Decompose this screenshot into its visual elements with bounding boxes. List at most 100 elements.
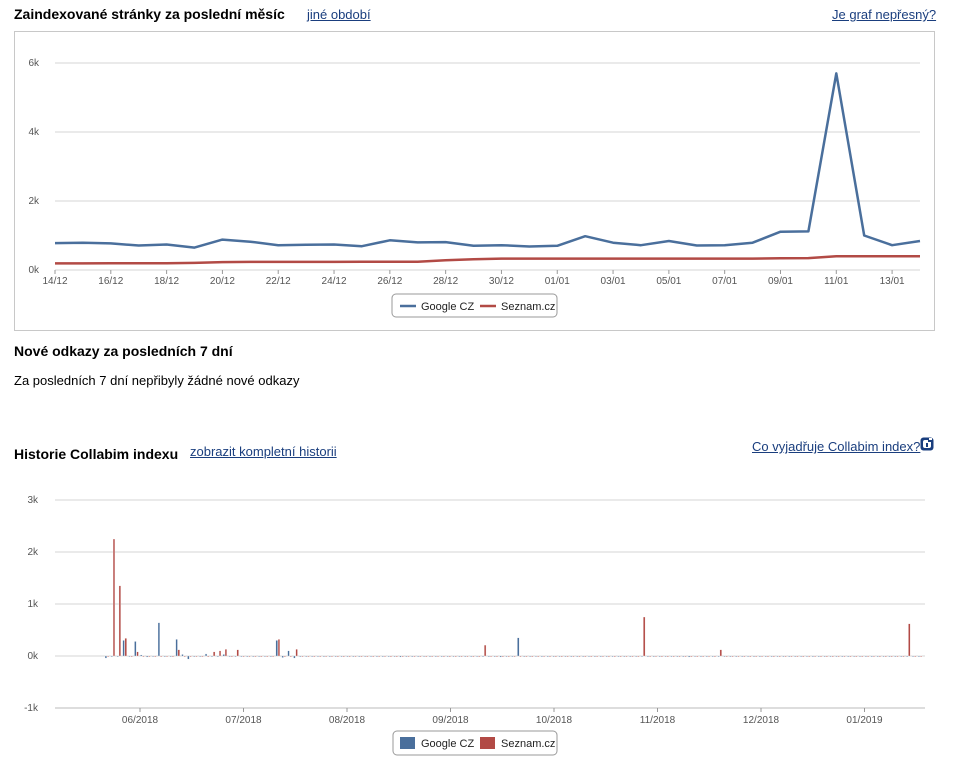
bar bbox=[752, 655, 755, 657]
bar bbox=[678, 655, 681, 657]
bar bbox=[593, 655, 596, 657]
bar bbox=[741, 655, 744, 657]
bar bbox=[823, 655, 826, 657]
bar bbox=[690, 655, 693, 657]
bar bbox=[154, 655, 157, 657]
bar bbox=[629, 655, 632, 657]
bar bbox=[858, 655, 862, 657]
bar bbox=[358, 655, 361, 657]
bar bbox=[213, 651, 216, 657]
x-tick-label: 16/12 bbox=[98, 276, 123, 287]
bar bbox=[240, 655, 243, 657]
bar bbox=[242, 655, 245, 657]
bar bbox=[295, 649, 298, 657]
bar bbox=[446, 655, 449, 657]
bar bbox=[348, 655, 351, 657]
bar bbox=[248, 655, 251, 657]
bar bbox=[511, 655, 514, 657]
bar bbox=[360, 655, 363, 657]
bar bbox=[340, 655, 343, 657]
bar bbox=[407, 655, 410, 657]
x-tick-label: 30/12 bbox=[489, 276, 514, 287]
bar bbox=[640, 655, 644, 657]
bar bbox=[778, 655, 781, 657]
bar bbox=[413, 655, 416, 657]
bar bbox=[507, 655, 510, 657]
bar bbox=[890, 655, 893, 657]
x-tick-label: 13/01 bbox=[880, 276, 905, 287]
bar bbox=[652, 655, 655, 657]
bar bbox=[908, 623, 911, 657]
bar bbox=[484, 644, 487, 657]
legend-label: Google CZ bbox=[421, 738, 474, 750]
bar bbox=[870, 655, 873, 657]
x-tick-label: 03/01 bbox=[601, 276, 626, 287]
bar bbox=[684, 655, 687, 657]
full-history-link[interactable]: zobrazit kompletní historii bbox=[190, 444, 337, 459]
bar bbox=[770, 655, 773, 657]
bar bbox=[660, 655, 663, 657]
bar bbox=[749, 655, 752, 657]
bar bbox=[151, 655, 155, 657]
x-tick-label: 26/12 bbox=[377, 276, 402, 287]
bar bbox=[707, 655, 711, 657]
bar bbox=[578, 655, 581, 657]
bar bbox=[272, 655, 275, 657]
x-tick-label: 14/12 bbox=[42, 276, 67, 287]
bar bbox=[311, 655, 314, 657]
bar bbox=[222, 654, 225, 657]
bar bbox=[613, 655, 616, 657]
bar bbox=[825, 655, 828, 657]
indexed-pages-chart: 0k 2k 4k 6k 14/12 16/12 18/12 20/12 22/12 24/12 26… bbox=[28, 58, 921, 318]
bar bbox=[204, 653, 208, 657]
collabim-index-chart: -1k 0k 1k 2k 3k 06/2018 07/2018 08/2018 09/2018 1… bbox=[24, 495, 925, 756]
bar bbox=[472, 655, 475, 657]
collabim-index-meaning-link[interactable]: Co vyjadřuje Collabim index? bbox=[752, 439, 921, 454]
other-period-link[interactable]: jiné období bbox=[307, 7, 371, 22]
bar bbox=[352, 655, 355, 657]
bar bbox=[112, 538, 116, 657]
x-tick-label: 07/2018 bbox=[225, 715, 262, 726]
bar bbox=[434, 655, 437, 657]
legend-swatch bbox=[480, 737, 495, 749]
bar bbox=[328, 655, 331, 657]
bar bbox=[369, 655, 373, 657]
bar bbox=[605, 655, 608, 657]
x-tick-label: 06/2018 bbox=[122, 715, 159, 726]
bar bbox=[564, 655, 567, 657]
bar bbox=[796, 655, 799, 657]
bar bbox=[460, 655, 463, 657]
bar bbox=[448, 655, 451, 657]
bar bbox=[354, 655, 357, 657]
bar bbox=[122, 640, 125, 657]
bar bbox=[772, 655, 775, 657]
bar bbox=[493, 655, 496, 657]
bar bbox=[165, 655, 169, 657]
bar bbox=[872, 655, 876, 657]
bar bbox=[305, 655, 308, 657]
bar bbox=[334, 655, 337, 657]
bar bbox=[546, 655, 549, 657]
info-icon[interactable] bbox=[920, 437, 934, 451]
legend-box bbox=[391, 293, 558, 318]
inaccurate-graph-link[interactable]: Je graf nepřesný? bbox=[832, 7, 937, 22]
y-tick-label: 0k bbox=[27, 651, 39, 662]
bar bbox=[218, 650, 222, 657]
bar bbox=[107, 655, 110, 657]
bar bbox=[431, 655, 434, 657]
bar bbox=[258, 655, 261, 657]
bar bbox=[523, 655, 526, 657]
bar bbox=[501, 655, 504, 657]
bar bbox=[175, 639, 178, 657]
bar bbox=[888, 655, 891, 657]
bar bbox=[867, 655, 870, 657]
y-tick-label: 2k bbox=[27, 547, 39, 558]
bar bbox=[118, 585, 121, 657]
x-tick-label: 01/01 bbox=[545, 276, 570, 287]
bar bbox=[617, 655, 620, 657]
bar bbox=[688, 655, 691, 658]
bar bbox=[619, 655, 622, 657]
bar bbox=[760, 655, 764, 657]
bar bbox=[676, 655, 679, 657]
bar bbox=[811, 655, 814, 657]
